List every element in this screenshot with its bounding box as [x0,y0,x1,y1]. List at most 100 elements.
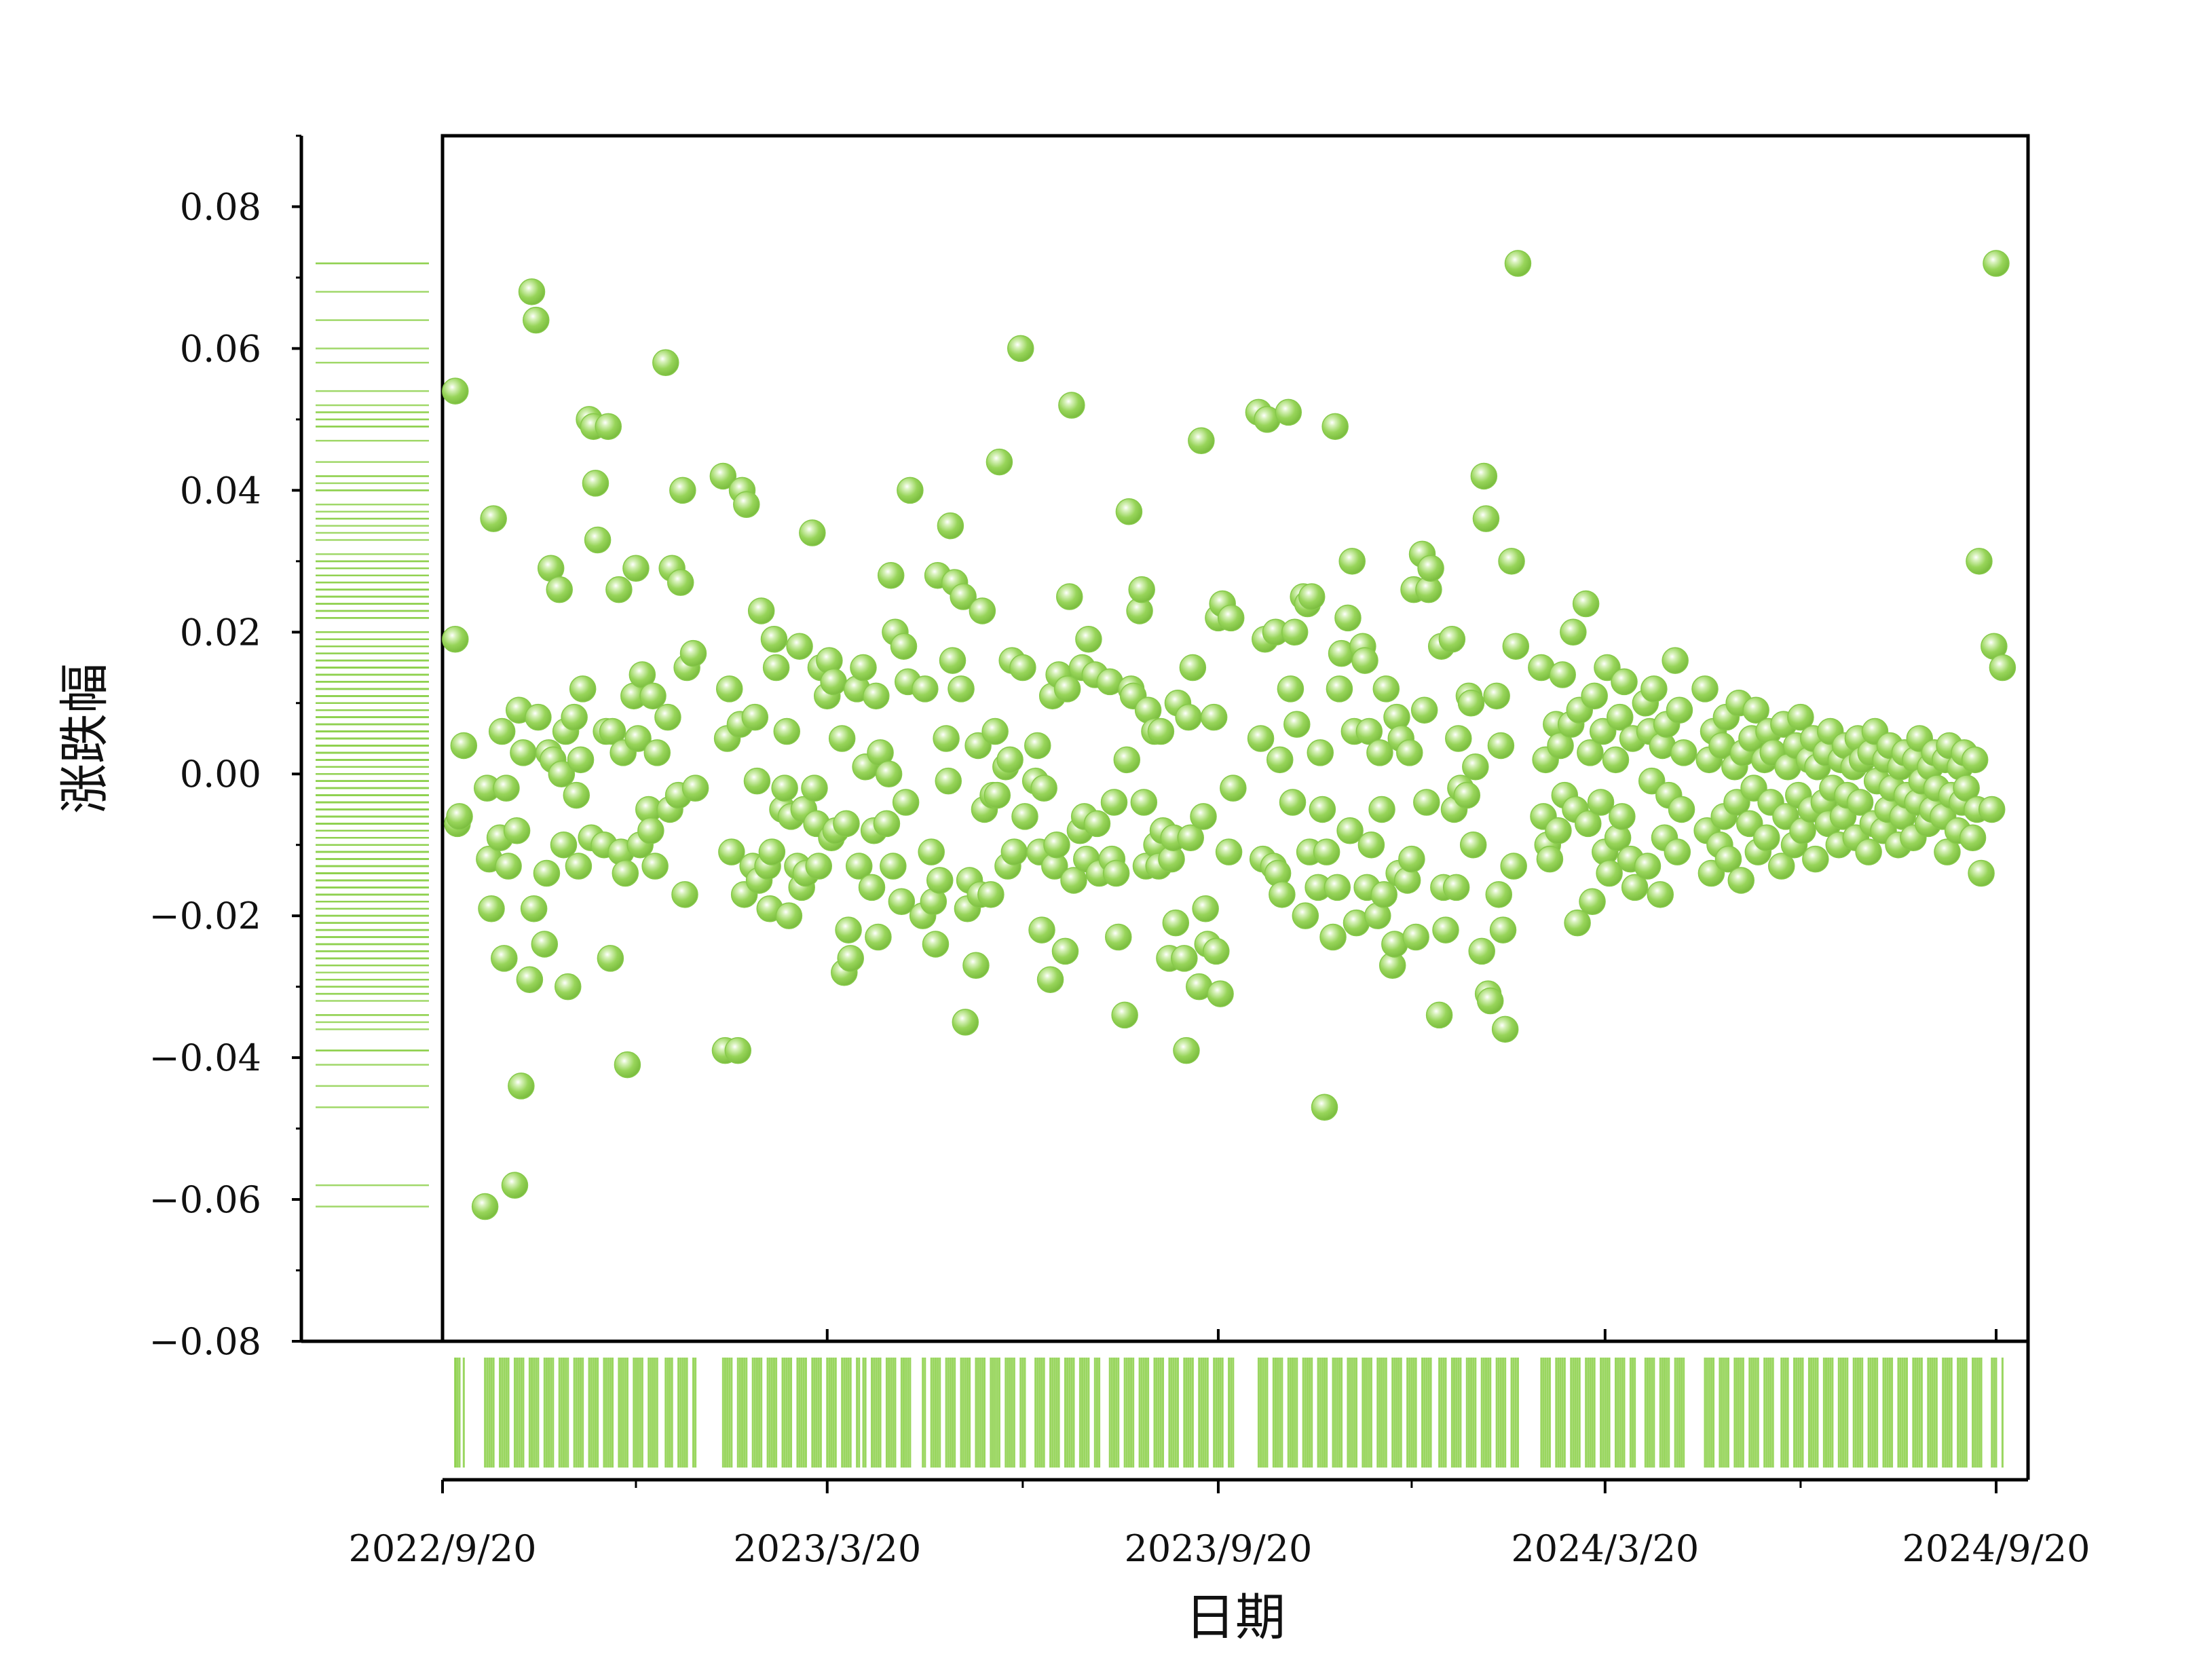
data-point [1269,881,1296,908]
data-point [741,703,769,731]
x-tick-label: 2024/3/20 [1511,1527,1699,1570]
data-point [718,838,745,865]
data-point [1334,604,1362,632]
data-point [747,597,775,624]
data-point [1457,690,1485,717]
data-point [933,725,960,752]
data-point [491,945,518,972]
data-point [1425,1001,1453,1029]
data-point [1075,625,1102,653]
data-point [1220,774,1247,802]
data-point [471,1193,499,1220]
data-point [799,519,826,546]
data-point [1366,739,1393,766]
data-point [1489,916,1517,944]
data-point [1043,831,1070,859]
data-point [1959,824,1987,852]
data-point [1468,937,1495,965]
data-point [1438,625,1466,653]
data-point [1192,895,1219,922]
data-point [758,838,786,865]
data-point [1787,703,1814,731]
data-point [1171,945,1198,972]
data-point [1402,923,1429,951]
data-point [950,583,977,610]
data-point [1485,881,1513,908]
data-point [533,859,561,887]
data-point [715,675,743,703]
data-point [1338,548,1366,575]
data-point [1105,923,1132,951]
y-tick-label: 0.06 [180,327,261,370]
data-point [1053,675,1081,703]
y-tick-label: 0.08 [180,185,261,228]
data-point [550,831,578,859]
data-point [654,703,681,731]
data-point [996,746,1024,774]
data-point [771,774,798,802]
data-point [981,717,1009,745]
x-axis-ticks: 2022/9/20 2023/3/20 2023/9/20 2024/3/20 2024… [349,1329,2090,1570]
data-point [1319,923,1347,951]
data-point [495,853,522,880]
data-point [892,789,920,816]
data-point [1217,604,1245,632]
x-tick-label: 2024/9/20 [1902,1527,2090,1570]
data-point [877,561,905,589]
data-point [548,760,576,787]
data-point [563,781,590,809]
y-rug [316,262,429,1208]
data-point [622,555,650,582]
data-point [480,505,507,532]
data-point [1727,867,1755,894]
data-point [1549,661,1576,688]
data-point [442,377,469,405]
data-point [1491,1015,1519,1043]
data-point [1177,824,1204,852]
data-point [1055,583,1083,610]
data-point [1298,583,1326,610]
data-point [1179,654,1207,682]
data-point [1190,803,1217,830]
data-point [835,916,862,944]
y-tick-label: −0.06 [149,1178,261,1221]
data-point [518,278,546,305]
data-point [873,810,901,838]
data-point [1083,810,1111,838]
data-point [520,895,548,922]
data-point [1028,916,1055,944]
data-point [1111,1001,1138,1029]
data-point [1498,548,1525,575]
main-plot-frame [440,134,2030,1343]
data-point [805,853,832,880]
data-point [952,1009,979,1036]
data-point [516,966,544,993]
data-point [582,470,609,497]
data-point [493,774,520,802]
x-tick-label: 2023/9/20 [1124,1527,1312,1570]
data-point [681,774,709,802]
data-point [1030,774,1057,802]
data-point [833,810,860,838]
data-point [1802,845,1829,873]
data-point [762,654,790,682]
data-point [595,413,622,441]
data-point [1640,675,1668,703]
y-axis-title: 涨跌幅 [56,663,114,814]
data-point [1279,789,1307,816]
data-point [969,597,996,624]
data-point [1113,746,1141,774]
data-point [1579,888,1606,916]
data-point [641,853,669,880]
data-point [639,682,667,710]
data-point [1413,789,1440,816]
data-point [1983,250,2010,277]
data-point [508,1072,535,1100]
data-point [1577,739,1604,766]
data-point [1313,838,1340,865]
data-point [1275,398,1302,426]
x-tick-label: 2023/3/20 [733,1527,921,1570]
data-point [1336,817,1364,844]
data-point [1714,845,1742,873]
data-point [1607,703,1634,731]
